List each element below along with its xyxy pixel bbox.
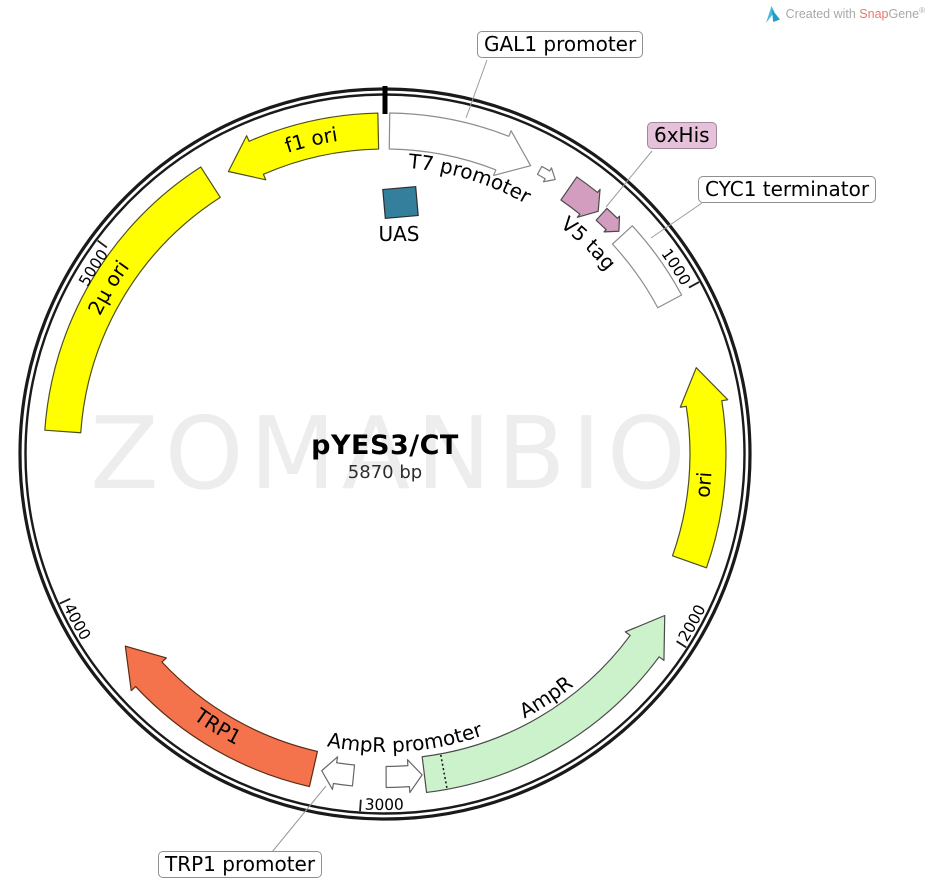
- feature-uas: [382, 185, 419, 220]
- feature-trp1: [124, 645, 319, 788]
- feature-f1-ori: [227, 112, 380, 181]
- callout-line-cyc1-terminator: [650, 202, 703, 239]
- label-trp1-promoter: TRP1 promoter: [158, 851, 323, 878]
- feature-ampr: [421, 614, 666, 794]
- tick-3000: [359, 799, 362, 812]
- feature-v5-tag: [560, 176, 601, 218]
- snapgene-logo-icon: [765, 6, 780, 23]
- feature-gal1-promoter: [388, 112, 532, 177]
- feature-ori: [671, 367, 729, 569]
- label-6xhis: 6xHis: [647, 122, 717, 149]
- tick-label-4000: 4000: [60, 601, 94, 644]
- feature-label-ori: ori: [690, 471, 716, 499]
- plasmid-size: 5870 bp: [347, 462, 423, 483]
- callout-line-gal1-promoter: [465, 59, 488, 119]
- plasmid-title-block: pYES3/CT 5870 bp: [311, 430, 459, 483]
- credit-text: Created with SnapGene®: [785, 6, 925, 22]
- feature-trp1-promoter: [321, 756, 356, 791]
- plasmid-name: pYES3/CT: [311, 430, 459, 461]
- feature-ampr-promoter: [385, 759, 423, 794]
- callout-line-trp1-promoter: [271, 785, 327, 853]
- feature-t7-promoter: [536, 165, 556, 183]
- feature-2u-ori: [44, 166, 221, 434]
- feature-cyc1-terminator: [611, 225, 683, 309]
- tick-label-2000: 2000: [675, 602, 710, 645]
- tick-5000: [97, 239, 108, 249]
- tick-label-3000: 3000: [364, 795, 404, 814]
- watermark: ZOMANBIO: [90, 395, 692, 512]
- tick-2000: [676, 640, 687, 649]
- tick-1000: [688, 281, 700, 289]
- feature-label-uas: UAS: [378, 222, 419, 246]
- snapgene-credit: Created with SnapGene®: [765, 6, 925, 23]
- label-gal1-promoter: GAL1 promoter: [477, 31, 644, 58]
- feature-ampr-divider: [440, 754, 448, 789]
- label-cyc1-terminator: CYC1 terminator: [698, 176, 877, 203]
- tick-4000: [59, 597, 71, 605]
- feature-6xhis-tag: [595, 207, 621, 233]
- callout-line-6xhis-tag: [605, 150, 653, 208]
